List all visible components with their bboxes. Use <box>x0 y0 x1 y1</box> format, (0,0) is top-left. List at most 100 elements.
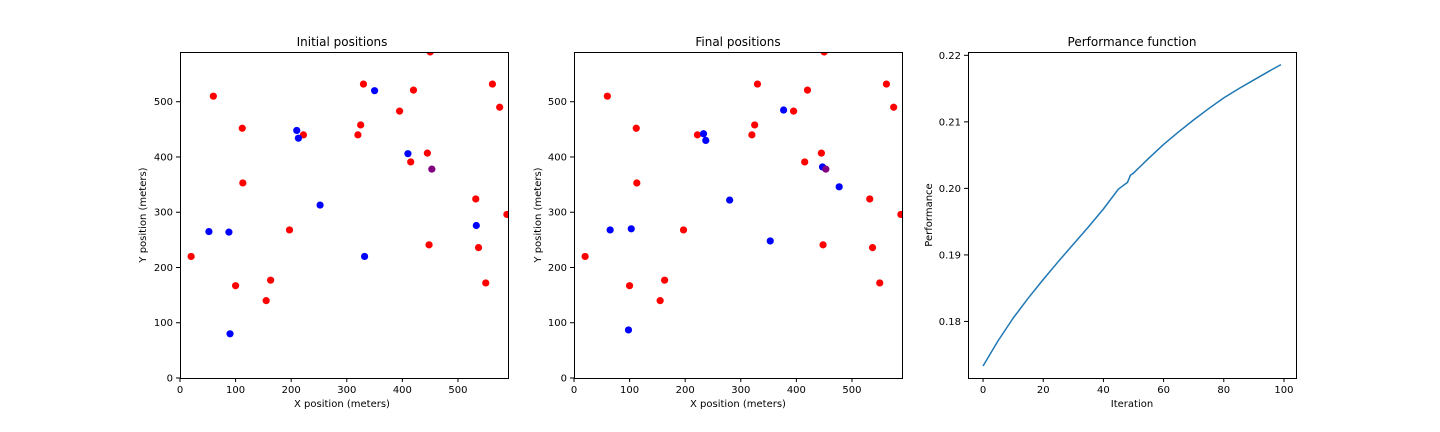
plot-area <box>982 63 1282 367</box>
x-tick-label: 300 <box>731 385 750 396</box>
scatter-point <box>661 276 669 284</box>
y-tick-label: 500 <box>548 97 567 108</box>
scatter-point <box>726 196 734 204</box>
scatter-point <box>779 106 788 114</box>
scatter-point <box>868 244 877 252</box>
y-tick-label: 0.22 <box>939 51 961 62</box>
scatter-point <box>882 80 891 88</box>
y-tick-label: 200 <box>154 263 173 274</box>
axes-frame <box>180 52 509 379</box>
scatter-point <box>231 282 240 290</box>
scatter-point <box>225 228 233 236</box>
scatter-point <box>262 297 270 305</box>
scatter-point <box>404 150 412 158</box>
scatter-point <box>407 158 415 166</box>
x-tick-label: 200 <box>282 385 301 396</box>
x-tick-label: 0 <box>571 385 577 396</box>
chart-title: Performance function <box>1068 35 1197 49</box>
scatter-point <box>409 86 418 94</box>
x-tick-label: 20 <box>1037 385 1050 396</box>
scatter-point <box>890 103 898 111</box>
scatter-point <box>472 195 480 203</box>
scatter-point <box>819 241 827 249</box>
scatter-point <box>625 282 634 290</box>
y-tick-label: 400 <box>548 152 567 163</box>
initial-positions-panel: Initial positions X position (meters) Y … <box>138 35 509 410</box>
scatter-point <box>876 279 884 287</box>
scatter-point <box>472 221 480 230</box>
scatter-point <box>395 107 404 115</box>
scatter-point <box>474 244 483 252</box>
scatter-point <box>316 201 324 209</box>
scatter-point <box>656 297 664 305</box>
x-tick-label: 100 <box>620 385 639 396</box>
y-tick-label: 0.19 <box>939 250 961 261</box>
scatter-point <box>581 252 589 261</box>
y-tick-label: 200 <box>548 263 567 274</box>
scatter-point <box>822 165 830 173</box>
y-axis-label: Y position (meters) <box>533 167 544 263</box>
x-tick-label: 400 <box>787 385 806 396</box>
scatter-point <box>627 225 635 233</box>
scatter-point <box>293 126 301 135</box>
x-axis-label: X position (meters) <box>294 399 390 410</box>
scatter-point <box>285 226 294 234</box>
y-tick-label: 300 <box>548 208 567 219</box>
scatter-point <box>239 179 247 187</box>
scatter-point <box>679 226 688 234</box>
x-axis-label: X position (meters) <box>690 399 786 410</box>
axes-frame <box>574 52 903 379</box>
scatter-point <box>603 92 611 100</box>
scatter-point <box>835 183 843 191</box>
y-tick-label: 100 <box>154 318 173 329</box>
scatter-point <box>789 107 798 115</box>
scatter-point <box>693 131 702 139</box>
x-tick-label: 300 <box>337 385 356 396</box>
y-tick-label: 0.18 <box>939 317 961 328</box>
x-tick-label: 200 <box>676 385 695 396</box>
x-tick-label: 500 <box>448 385 467 396</box>
x-tick-label: 400 <box>393 385 412 396</box>
scatter-point <box>187 252 195 261</box>
scatter-point <box>205 227 213 236</box>
chart-title: Initial positions <box>297 35 388 49</box>
scatter-point <box>801 158 809 166</box>
x-tick-label: 100 <box>1274 385 1293 396</box>
scatter-point <box>488 80 497 88</box>
y-tick-label: 0 <box>561 374 567 385</box>
scatter-point <box>766 237 774 245</box>
x-tick-label: 500 <box>842 385 861 396</box>
scatter-point <box>294 134 303 142</box>
scatter-point <box>503 210 508 219</box>
x-tick-label: 40 <box>1097 385 1110 396</box>
scatter-point <box>866 195 874 203</box>
y-tick-label: 0 <box>167 374 173 385</box>
scatter-point <box>423 149 431 157</box>
y-tick-label: 100 <box>548 318 567 329</box>
y-axis-label: Y position (meters) <box>138 167 149 263</box>
scatter-point <box>226 330 234 338</box>
chart-title: Final positions <box>695 35 780 49</box>
scatter-point <box>209 92 217 100</box>
scatter-point <box>360 252 369 261</box>
scatter-point <box>606 226 614 234</box>
scatter-point <box>702 136 710 145</box>
scatter-point <box>238 124 246 132</box>
x-tick-label: 0 <box>177 385 183 396</box>
scatter-point <box>633 179 641 187</box>
y-tick-label: 0.21 <box>939 117 961 128</box>
y-tick-label: 0.20 <box>939 184 961 195</box>
y-tick-label: 500 <box>154 97 173 108</box>
final-positions-panel: Final positions X position (meters) Y po… <box>533 35 903 410</box>
scatter-point <box>803 86 812 94</box>
y-tick-label: 400 <box>154 152 173 163</box>
scatter-point <box>428 165 436 173</box>
scatter-point <box>748 131 756 139</box>
plot-area <box>187 52 508 338</box>
y-tick-label: 300 <box>154 208 173 219</box>
axes-frame <box>968 52 1297 379</box>
scatter-point <box>425 241 433 249</box>
scatter-point <box>699 130 708 138</box>
scatter-point <box>370 87 379 95</box>
